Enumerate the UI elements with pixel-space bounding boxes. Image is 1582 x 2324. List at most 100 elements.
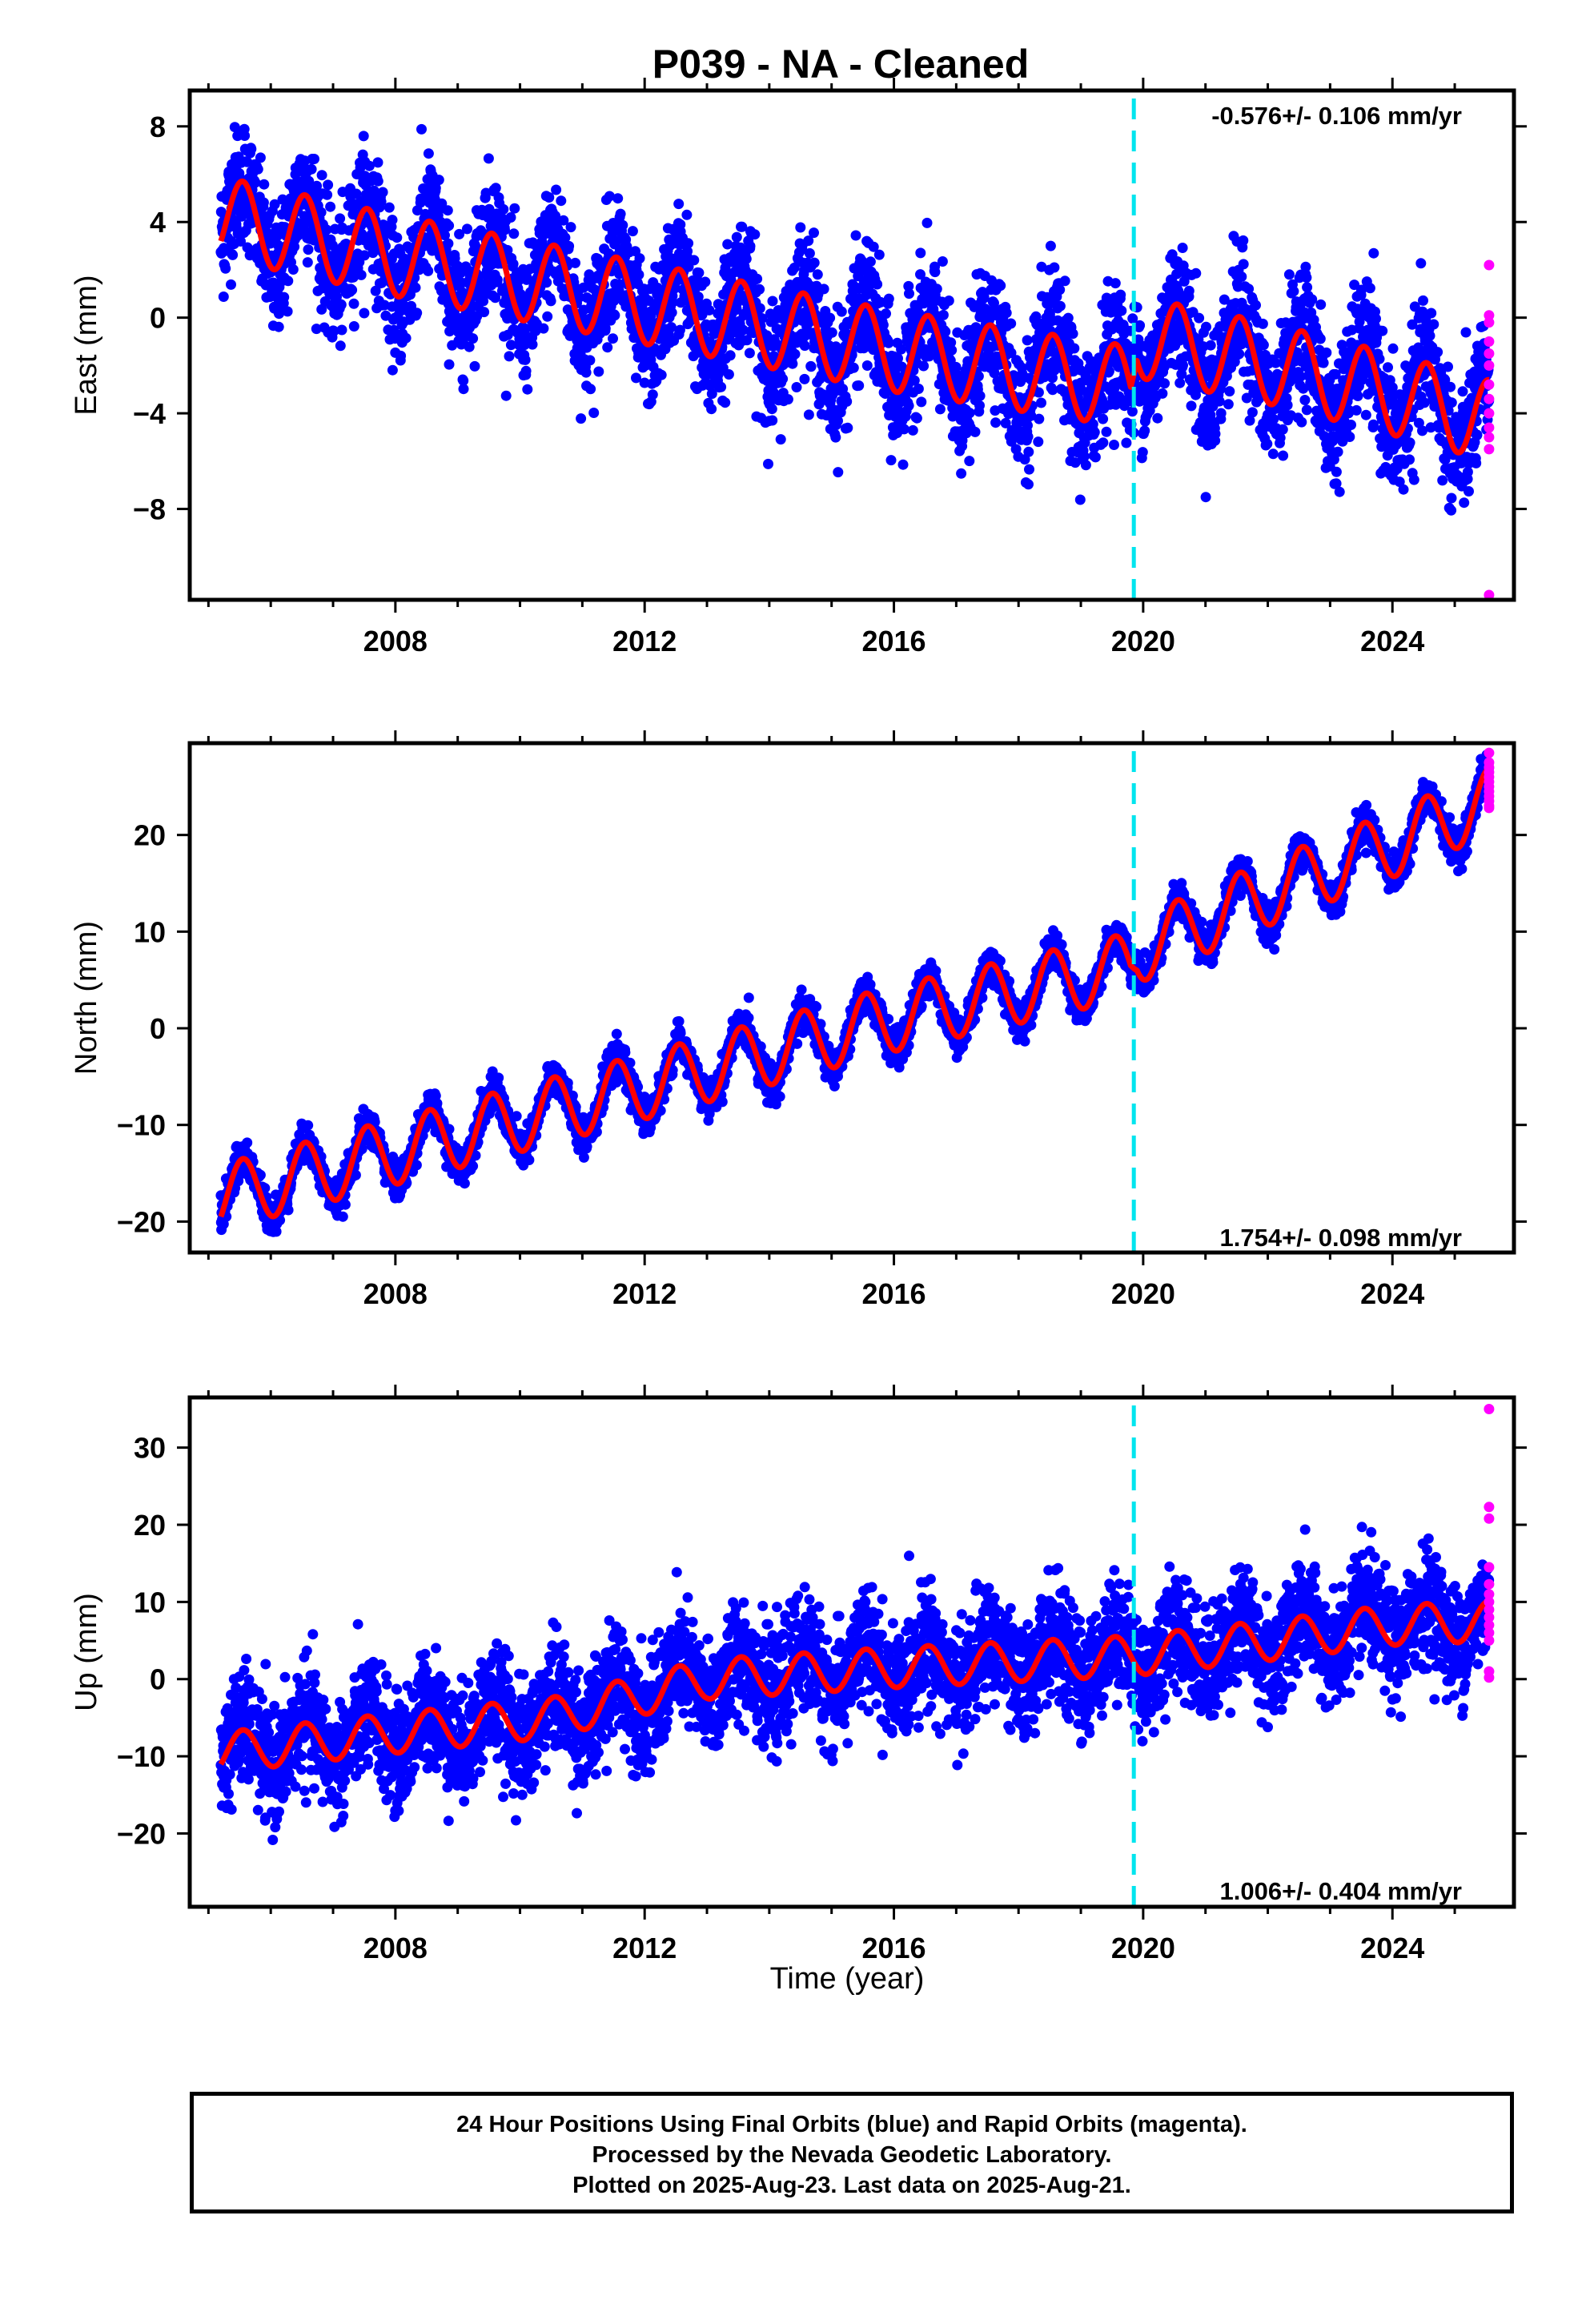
final-orbit-point (359, 308, 370, 319)
final-orbit-point (363, 160, 375, 171)
final-orbit-point (766, 404, 777, 415)
final-orbit-point (358, 131, 369, 142)
final-orbit-point (896, 344, 907, 355)
final-orbit-point (1383, 362, 1393, 373)
final-orbit-point (551, 184, 562, 195)
final-orbit-point (913, 384, 924, 394)
rapid-orbit-point (1484, 317, 1495, 328)
final-orbit-point (904, 288, 914, 300)
final-orbit-point (674, 324, 685, 336)
final-orbit-point (375, 196, 387, 207)
final-orbit-point (916, 396, 927, 408)
final-orbit-point (940, 326, 951, 337)
final-orbit-point (578, 282, 589, 293)
east-y-axis-label: East (mm) (70, 275, 103, 415)
final-orbit-point (282, 306, 293, 317)
final-orbit-point (1087, 419, 1098, 430)
final-orbit-point (720, 397, 731, 408)
final-orbit-point (410, 282, 421, 293)
final-orbit-point (400, 332, 412, 344)
final-orbit-point (1432, 347, 1443, 358)
final-orbit-point (469, 360, 480, 372)
rapid-orbit-point (1484, 422, 1495, 433)
final-orbit-point (336, 324, 347, 336)
final-orbit-point (1238, 259, 1249, 270)
final-orbit-point (803, 235, 814, 247)
final-orbit-point (757, 313, 768, 324)
final-orbit-point (903, 400, 914, 412)
final-orbit-point (1202, 429, 1213, 440)
final-orbit-point (1024, 464, 1034, 475)
final-orbit-point (833, 416, 843, 426)
final-orbit-point (1006, 318, 1017, 329)
final-orbit-point (818, 283, 829, 295)
final-orbit-point (565, 222, 576, 233)
final-orbit-point (273, 321, 284, 332)
final-orbit-point (745, 240, 756, 251)
final-orbit-point (1054, 284, 1066, 296)
final-orbit-point (498, 203, 509, 215)
final-orbit-point (1443, 361, 1453, 372)
final-orbit-point (825, 312, 836, 324)
final-orbit-point (833, 467, 844, 478)
final-orbit-point (1089, 427, 1100, 438)
final-orbit-point (1033, 387, 1044, 398)
final-orbit-point (868, 241, 879, 252)
final-orbit-point (744, 348, 755, 359)
final-orbit-point (1299, 395, 1311, 405)
final-orbit-point (287, 264, 299, 275)
final-orbit-point (1446, 505, 1457, 516)
final-orbit-point (1201, 321, 1211, 332)
final-orbit-point (321, 224, 332, 235)
final-orbit-point (1078, 451, 1090, 462)
final-orbit-point (416, 123, 427, 135)
final-orbit-point (1301, 404, 1312, 416)
final-orbit-point (826, 327, 837, 338)
final-orbit-point (1368, 247, 1379, 259)
final-orbit-point (588, 408, 600, 418)
final-orbit-point (865, 256, 876, 267)
final-orbit-point (387, 215, 398, 226)
final-orbit-point (1134, 320, 1146, 331)
final-orbit-point (444, 220, 455, 231)
final-orbit-point (323, 179, 334, 191)
final-orbit-point (1244, 415, 1255, 426)
final-orbit-point (716, 381, 727, 392)
final-orbit-point (1257, 318, 1268, 329)
final-orbit-point (1283, 269, 1295, 280)
final-orbit-point (931, 283, 942, 295)
final-orbit-point (754, 283, 765, 295)
final-orbit-point (311, 324, 322, 335)
east-rapid-orbit-points (1484, 259, 1495, 600)
final-orbit-point (423, 265, 434, 276)
final-orbit-point (666, 307, 677, 318)
final-orbit-point (812, 269, 823, 280)
final-orbit-point (836, 306, 847, 317)
final-orbit-point (805, 361, 817, 372)
final-orbit-point (1137, 447, 1148, 458)
final-orbit-point (520, 365, 532, 376)
final-orbit-point (1023, 446, 1034, 457)
final-orbit-point (950, 361, 962, 372)
final-orbit-point (1062, 312, 1074, 324)
final-orbit-point (218, 292, 229, 302)
final-orbit-point (442, 205, 453, 216)
final-orbit-point (1000, 417, 1011, 428)
north-plot-area (215, 747, 1495, 1252)
final-orbit-point (1183, 285, 1195, 296)
final-orbit-point (883, 293, 894, 304)
final-orbit-point (1074, 494, 1086, 505)
final-orbit-point (522, 384, 533, 395)
final-orbit-point (303, 244, 314, 255)
final-orbit-point (521, 274, 532, 285)
final-orbit-point (725, 350, 736, 361)
final-orbit-point (689, 255, 700, 266)
final-orbit-point (585, 384, 596, 395)
final-orbit-point (538, 323, 549, 334)
final-orbit-point (877, 320, 889, 331)
final-orbit-point (723, 369, 734, 380)
final-orbit-point (1462, 466, 1473, 477)
final-orbit-point (850, 230, 861, 241)
final-orbit-point (767, 296, 778, 307)
final-orbit-point (861, 360, 873, 371)
